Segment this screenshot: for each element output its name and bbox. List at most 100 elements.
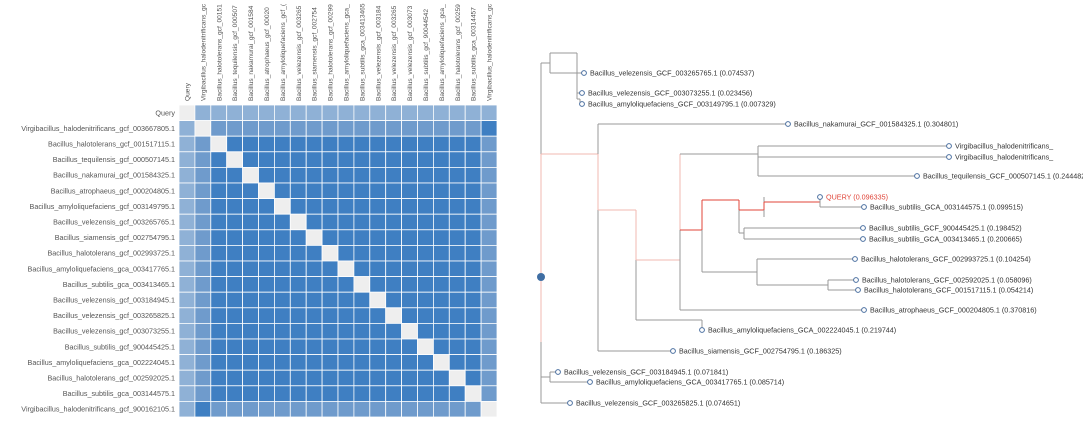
tree-leaf-label: Bacillus_velezensis_GCF_003265765.1 (0.0… xyxy=(590,69,754,78)
heatmap-cell xyxy=(242,338,259,356)
heatmap-cell xyxy=(226,400,243,418)
heatmap-cell xyxy=(289,166,307,184)
heatmap-cell xyxy=(337,213,355,231)
heatmap-cell xyxy=(305,276,323,293)
heatmap-cell xyxy=(178,182,196,200)
heatmap-cell xyxy=(321,354,339,371)
heatmap-cell xyxy=(242,244,259,262)
heatmap-cell xyxy=(305,291,323,309)
heatmap-cell xyxy=(305,338,323,356)
heatmap-cell xyxy=(432,338,450,356)
heatmap-cell xyxy=(226,322,243,340)
heatmap-cell xyxy=(353,291,371,309)
tree-leaf-node xyxy=(860,225,866,231)
heatmap-cell xyxy=(178,260,196,278)
heatmap-cell xyxy=(369,120,387,137)
heatmap-cell xyxy=(464,244,482,262)
heatmap-cell xyxy=(432,104,450,122)
heatmap-cell xyxy=(401,229,418,246)
heatmap-column-label: Bacillus_velezensis_gcf_003265 xyxy=(391,5,398,101)
heatmap-cell xyxy=(226,260,243,278)
heatmap-cell xyxy=(258,354,275,371)
heatmap-cell xyxy=(480,166,498,184)
heatmap-cell xyxy=(273,182,291,200)
heatmap-cell xyxy=(273,104,291,122)
heatmap-cell xyxy=(432,260,450,278)
heatmap-cell xyxy=(480,229,498,246)
heatmap-cell xyxy=(369,354,387,371)
heatmap-cell xyxy=(432,244,450,262)
heatmap-cell xyxy=(258,182,275,200)
phylogenetic-tree-panel: Bacillus_velezensis_GCF_003265765.1 (0.0… xyxy=(530,0,1083,439)
heatmap-cell xyxy=(321,276,339,293)
heatmap-cell xyxy=(337,354,355,371)
heatmap-cell xyxy=(337,369,355,387)
heatmap-cell xyxy=(273,244,291,262)
heatmap-cell xyxy=(258,338,275,356)
heatmap-cell xyxy=(210,151,228,168)
heatmap-cell xyxy=(242,120,259,137)
heatmap-cell xyxy=(480,182,498,200)
heatmap-cell xyxy=(353,120,371,137)
heatmap-cell xyxy=(242,213,259,231)
heatmap-cell xyxy=(242,400,259,418)
tree-leaf-label: Bacillus_halotolerans_GCF_002993725.1 (0… xyxy=(861,255,1031,264)
heatmap-cell xyxy=(464,307,482,324)
heatmap-cell xyxy=(369,151,387,168)
heatmap-cell xyxy=(432,198,450,215)
tree-leaf-node xyxy=(579,90,585,96)
heatmap-cell xyxy=(289,244,307,262)
heatmap-cell xyxy=(417,151,434,168)
heatmap-column-label: Bacillus_velezensis_gcf_003073 xyxy=(407,5,414,101)
tree-leaf-label: Bacillus_siamensis_GCF_002754795.1 (0.18… xyxy=(679,347,842,356)
heatmap-cell xyxy=(258,291,275,309)
heatmap-cell xyxy=(432,182,450,200)
heatmap-cell xyxy=(210,198,228,215)
heatmap-cell xyxy=(369,104,387,122)
tree-leaf-label: Bacillus_subtilis_GCA_003144575.1 (0.099… xyxy=(870,203,1023,212)
heatmap-cell xyxy=(178,385,196,402)
heatmap-cell xyxy=(210,244,228,262)
heatmap-cell xyxy=(321,369,339,387)
heatmap-cell xyxy=(337,135,355,153)
heatmap-cell xyxy=(480,213,498,231)
heatmap-cell xyxy=(353,322,371,340)
tree-leaf-node xyxy=(785,121,791,127)
heatmap-cell xyxy=(417,229,434,246)
tree-leaf-node xyxy=(853,277,859,283)
tree-leaf-label: Bacillus_velezensis_GCF_003073255.1 (0.0… xyxy=(588,89,752,98)
tree-branches xyxy=(537,52,949,404)
heatmap-cell xyxy=(417,182,434,200)
heatmap-cell xyxy=(417,291,434,309)
heatmap-cell xyxy=(178,369,196,387)
heatmap-cell xyxy=(448,354,466,371)
heatmap-row-label: Virgibacillus_halodenitrificans_gcf_9001… xyxy=(21,405,175,414)
heatmap-cell xyxy=(305,385,323,402)
heatmap-cell xyxy=(194,229,212,246)
heatmap-cell xyxy=(401,104,418,122)
tree-leaf-node xyxy=(914,173,920,179)
heatmap-cell xyxy=(289,291,307,309)
heatmap-cell xyxy=(258,400,275,418)
heatmap-cell xyxy=(448,135,466,153)
heatmap-cell xyxy=(289,276,307,293)
heatmap-cell xyxy=(337,276,355,293)
tree-leaf-label-query: QUERY (0.096335) xyxy=(826,193,888,202)
heatmap-cell xyxy=(353,104,371,122)
heatmap-cell xyxy=(401,244,418,262)
heatmap-row-label: Query xyxy=(155,108,175,117)
heatmap-cell xyxy=(432,120,450,137)
heatmap-cell xyxy=(178,307,196,324)
heatmap-cell xyxy=(464,400,482,418)
heatmap-cell xyxy=(210,120,228,137)
heatmap-cell xyxy=(273,291,291,309)
tree-leaf-node xyxy=(555,369,561,375)
heatmap-cell xyxy=(194,291,212,309)
heatmap-cell xyxy=(353,307,371,324)
heatmap-cell xyxy=(448,151,466,168)
tree-leaf-node xyxy=(855,287,861,293)
heatmap-cell xyxy=(448,104,466,122)
heatmap-cell xyxy=(242,276,259,293)
heatmap-cell xyxy=(369,166,387,184)
heatmap-cell xyxy=(369,322,387,340)
